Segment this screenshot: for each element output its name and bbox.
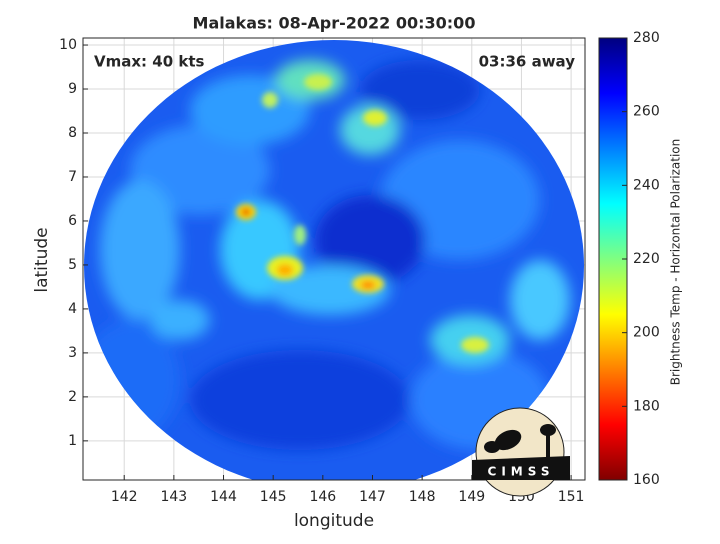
y-tick-label: 8: [68, 125, 77, 141]
x-tick-label: 146: [309, 489, 336, 505]
x-tick-label: 142: [111, 489, 138, 505]
colorbar-tick-label: 200: [633, 325, 660, 341]
plot-frame: [82, 37, 586, 481]
x-tick-label: 148: [409, 489, 436, 505]
chart-title: Malakas: 08-Apr-2022 00:30:00: [193, 14, 476, 33]
y-tick-label: 10: [59, 37, 77, 53]
y-tick-label: 3: [68, 345, 77, 361]
colorbar-label: Brightness Temp - Horizontal Polarizatio…: [669, 139, 683, 386]
swath: [84, 40, 584, 480]
y-tick-label: 4: [68, 301, 77, 317]
y-tick-label: 9: [68, 81, 77, 97]
colorbar-tick-label: 260: [633, 104, 660, 120]
logo: CIMSS: [472, 407, 570, 497]
x-tick-label: 143: [160, 489, 187, 505]
x-axis-label: longitude: [294, 511, 374, 531]
annotation: 03:36 away: [479, 53, 576, 71]
x-tick-label: 147: [359, 489, 386, 505]
logo-text: CIMSS: [488, 465, 555, 479]
y-axis-label: latitude: [32, 227, 52, 292]
colorbar-tick-label: 160: [633, 472, 660, 488]
colorbar-tick-label: 180: [633, 398, 660, 414]
x-tick-label: 149: [458, 489, 485, 505]
x-tick-label: 144: [210, 489, 237, 505]
y-tick-label: 5: [68, 257, 77, 273]
x-tick-label: 151: [558, 489, 585, 505]
colorbar-tick-label: 280: [633, 30, 660, 46]
axes: 142 143 144 145 146 147 148 149 150 1511234567891…: [59, 37, 584, 505]
y-tick-label: 7: [68, 169, 77, 185]
y-tick-label: 1: [68, 433, 77, 449]
y-tick-label: 6: [68, 213, 77, 229]
x-tick-label: 145: [260, 489, 287, 505]
colorbar-tick-label: 240: [633, 177, 660, 193]
colorbar-tick-label: 220: [633, 251, 660, 267]
annotation: Vmax: 40 kts: [94, 53, 204, 71]
y-tick-label: 2: [68, 389, 77, 405]
